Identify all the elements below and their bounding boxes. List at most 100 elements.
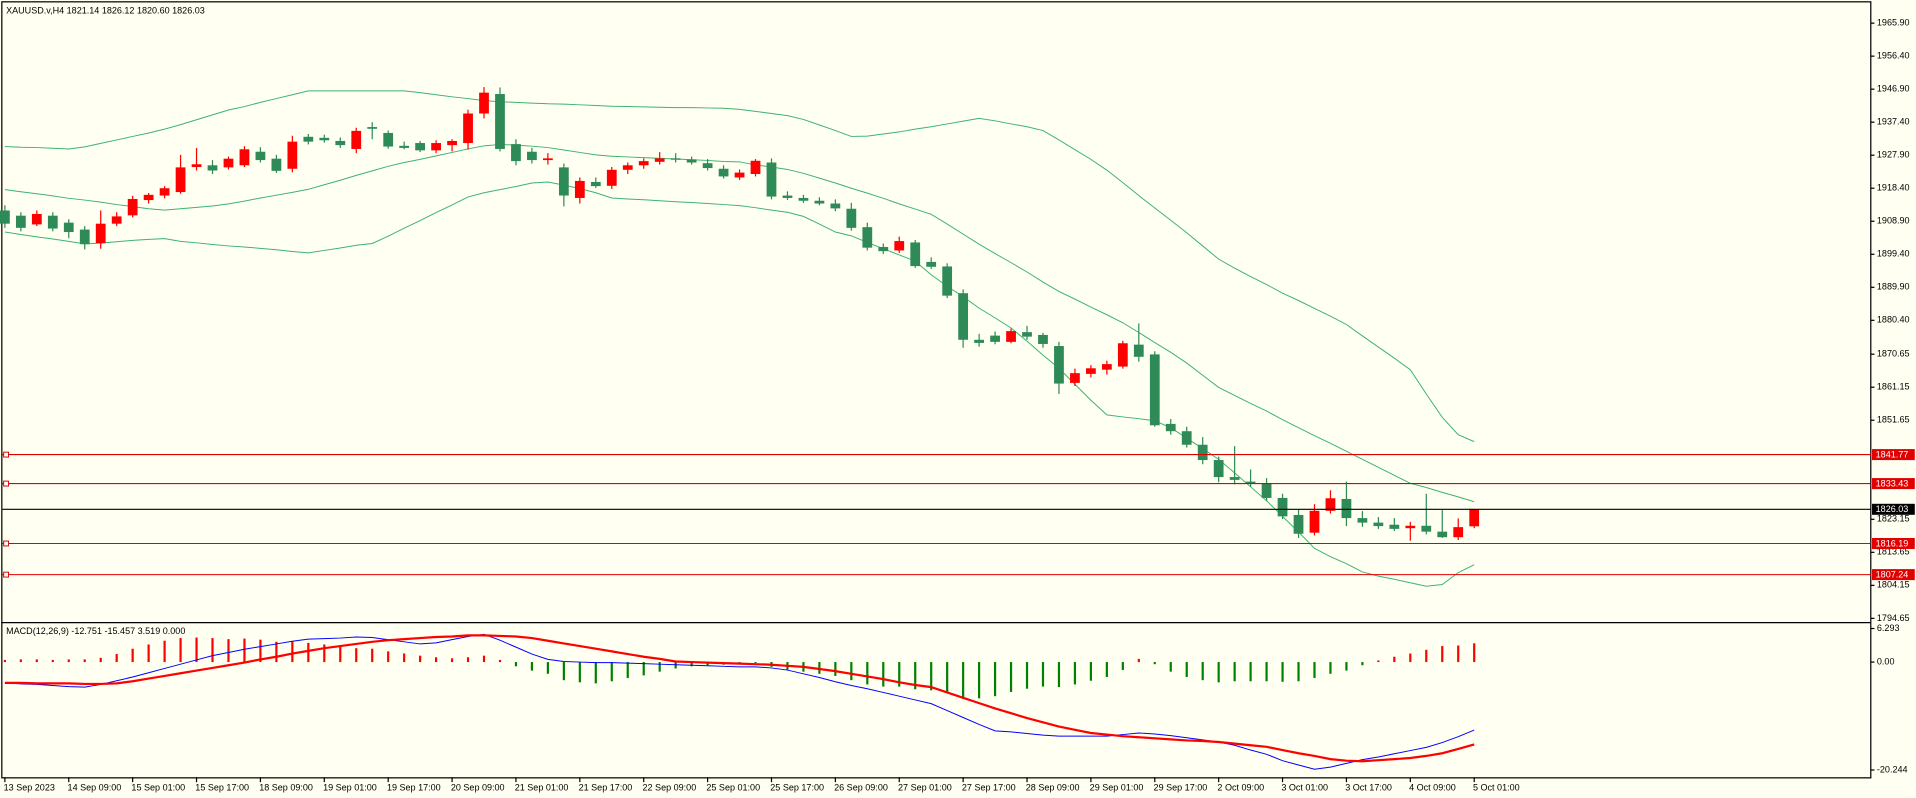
histogram-bar [562, 662, 565, 681]
x-tick-label: 29 Sep 01:00 [1090, 783, 1144, 793]
candle-body [431, 143, 441, 151]
x-tick-label: 22 Sep 09:00 [642, 783, 696, 793]
histogram-bar [1297, 662, 1300, 682]
candle-body [543, 158, 553, 161]
candle-body [223, 158, 234, 168]
candle-body [447, 140, 457, 146]
indicator-line [4, 181, 1475, 587]
candle-body [894, 241, 905, 251]
candle-body [255, 151, 266, 161]
y-tick-label: 1927.90 [1877, 150, 1910, 160]
y-tick-label: 1861.15 [1877, 382, 1910, 392]
candle-body [1086, 368, 1096, 374]
candle-body [1022, 332, 1032, 337]
histogram-bar [195, 637, 198, 663]
candle-body [1421, 525, 1432, 532]
price-level-label: 1816.19 [1876, 538, 1909, 548]
histogram-bar [930, 662, 933, 691]
histogram-bar [1153, 662, 1156, 665]
x-tick-label: 4 Oct 09:00 [1409, 783, 1456, 793]
candle-body [1117, 343, 1128, 367]
x-tick-label: 26 Sep 09:00 [834, 783, 888, 793]
candle-body [654, 158, 665, 162]
candle-body [686, 159, 697, 163]
candle-body [782, 195, 793, 198]
histogram-bar [610, 662, 613, 682]
histogram-bar [403, 653, 406, 663]
candle-body [1213, 460, 1224, 478]
histogram-bar [339, 646, 342, 663]
x-tick-label: 13 Sep 2023 [4, 783, 55, 793]
price-level-label: 1807.24 [1876, 569, 1909, 579]
histogram-bar [147, 644, 150, 663]
histogram-bar [1249, 662, 1252, 682]
histogram-bar [1345, 662, 1348, 671]
y-tick-label: 6.293 [1877, 623, 1900, 633]
candle-body [990, 335, 1000, 342]
candle-body [606, 169, 617, 186]
y-tick-label: 1956.40 [1877, 51, 1910, 61]
histogram-bar [99, 657, 102, 663]
y-tick-label: 1794.65 [1877, 613, 1910, 623]
y-tick-label: 1899.40 [1877, 249, 1910, 259]
histogram-bar [690, 662, 693, 667]
histogram-bar [498, 659, 502, 663]
y-tick-label: 1965.90 [1877, 18, 1910, 28]
y-tick-label: 1889.90 [1877, 282, 1910, 292]
candle-body [1389, 524, 1400, 529]
y-tick-label: 1823.15 [1877, 514, 1910, 524]
candle-body [463, 113, 473, 144]
x-tick-label: 14 Sep 09:00 [68, 783, 122, 793]
candle-body [1325, 498, 1336, 511]
histogram-bar [834, 662, 837, 676]
histogram-bar [1409, 653, 1412, 663]
histogram-bar [35, 659, 38, 663]
candle-body [287, 141, 298, 169]
histogram-bar [578, 662, 581, 683]
candle-body [958, 293, 969, 340]
candle-body [1197, 444, 1208, 461]
level-anchor [3, 571, 10, 578]
histogram-bar [291, 641, 294, 663]
candle-body [750, 160, 761, 174]
candle-body [479, 92, 489, 114]
level-anchor [3, 540, 10, 547]
x-tick-label: 19 Sep 17:00 [387, 783, 441, 793]
candle-body [1038, 334, 1048, 344]
histogram-bar [355, 648, 358, 663]
y-tick-label: 1813.65 [1877, 547, 1910, 557]
candle-body [79, 229, 90, 245]
candle-body [910, 242, 921, 267]
histogram-bar [19, 659, 22, 663]
histogram-bar [482, 655, 486, 663]
histogram-bar [1057, 662, 1061, 688]
candle-body [95, 223, 106, 244]
candle-body [207, 165, 218, 171]
x-tick-label: 3 Oct 17:00 [1345, 783, 1392, 793]
candle-body [1469, 509, 1480, 527]
histogram-bar [419, 655, 422, 663]
candle-body [862, 227, 873, 248]
histogram-bar [514, 662, 518, 667]
candle-body [527, 151, 537, 161]
histogram-bar [1121, 662, 1124, 671]
x-tick-label: 5 Oct 01:00 [1473, 783, 1520, 793]
histogram-bar [307, 642, 310, 663]
candle-body [814, 200, 825, 204]
histogram-bar [626, 662, 629, 679]
histogram-bar [1393, 656, 1396, 663]
candle-body [511, 144, 521, 162]
histogram-bar [1313, 662, 1316, 679]
histogram-bar [83, 659, 86, 663]
candle-body [303, 136, 314, 142]
histogram-bar [115, 654, 118, 663]
price-level-label: 1826.03 [1876, 504, 1909, 514]
candle-body [47, 215, 58, 229]
candle-body [175, 167, 186, 193]
x-tick-label: 2 Oct 09:00 [1217, 783, 1264, 793]
histogram-bar [371, 648, 374, 663]
candle-body [495, 94, 505, 149]
histogram-bar [1361, 662, 1364, 666]
price-level-box [1872, 503, 1915, 515]
candle-body [590, 181, 601, 187]
